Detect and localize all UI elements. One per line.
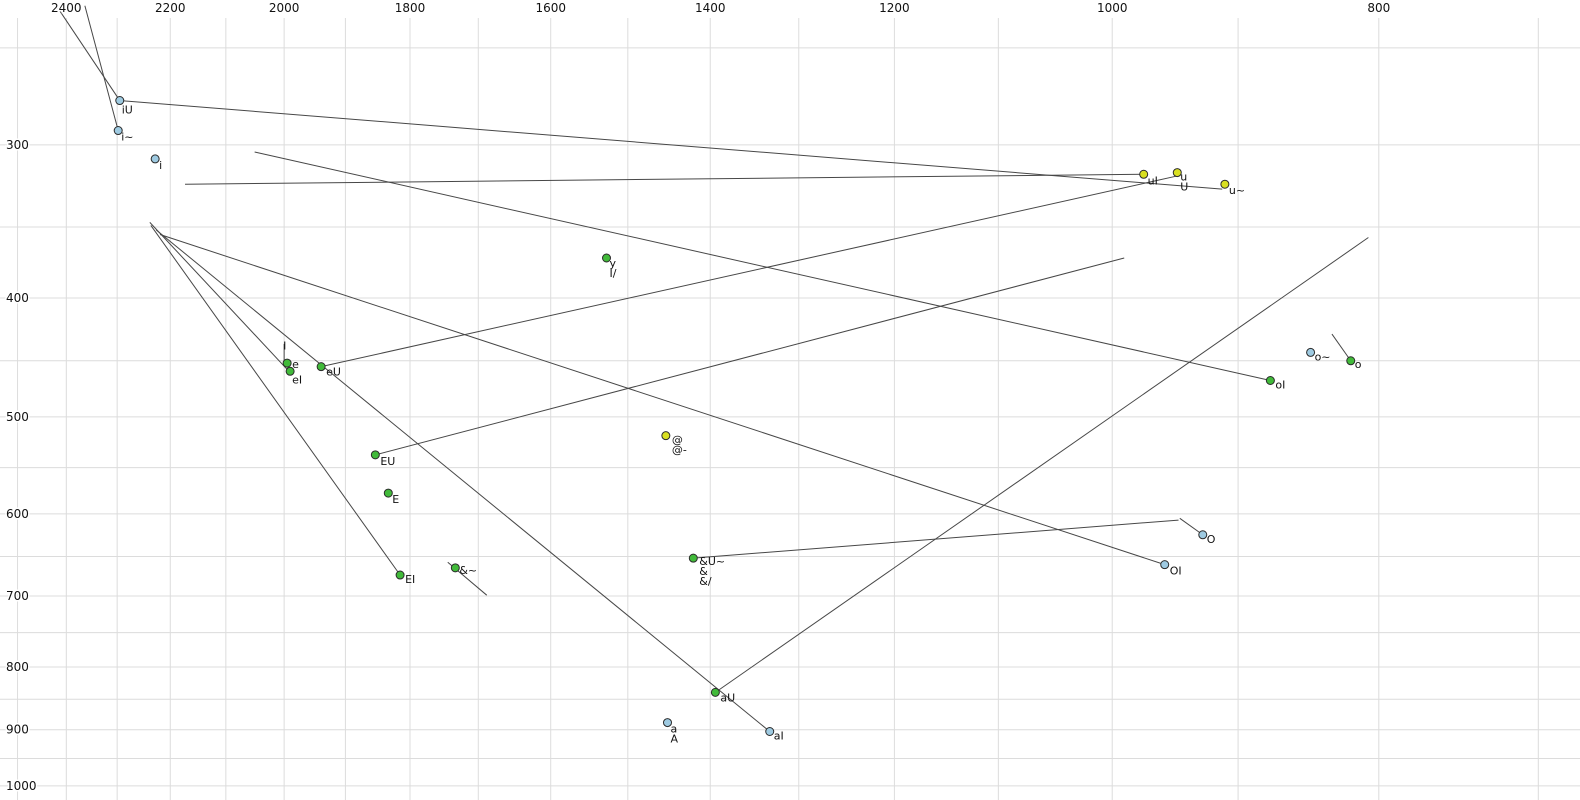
vowel-point-label: EU (380, 455, 395, 468)
trajectory-lines (55, 5, 1369, 732)
y-axis-tick-label: 900 (6, 723, 29, 737)
vowel-point-dot (282, 358, 292, 368)
x-axis-tick-label: 1800 (395, 1, 426, 15)
vowel-point-dot (115, 96, 125, 106)
vowel-point-dot (710, 687, 720, 697)
vowel-point-dot (150, 154, 160, 164)
vowel-point-dot (1265, 375, 1275, 385)
vowel-point-dot (1160, 560, 1170, 570)
diphthong-trajectory-line (84, 5, 119, 131)
vowel-point-label: uI (1148, 174, 1158, 187)
vowel-point-label: a (670, 723, 677, 736)
grid-lines (0, 18, 1580, 800)
vowel-point-label: y (610, 257, 617, 270)
vowel-point-label: @ (672, 434, 683, 447)
vowel-point-dot (383, 488, 393, 498)
vowel-point-label: &U~ (699, 555, 725, 568)
vowel-point-label: e (292, 358, 299, 371)
diphthong-trajectory-line (254, 151, 1271, 381)
vowel-point-dot (1306, 347, 1316, 357)
x-axis-tick-label: 1000 (1097, 1, 1128, 15)
x-axis-tick-label: 800 (1367, 1, 1390, 15)
diphthong-trajectory-line (149, 222, 290, 372)
vowel-point-label: EI (405, 573, 415, 586)
vowel-point-dot (1172, 168, 1182, 178)
diphthong-trajectory-line (1179, 517, 1204, 536)
axis-tick-labels: 2400 2200 2000 1800 1600 1400 1200 1000 800 300 40… (5, 0, 1392, 794)
vowel-point-label: eI (292, 373, 302, 386)
vowel-point-label: i~ (121, 131, 133, 144)
vowel-point-dot (1198, 530, 1208, 540)
vowel-point-label: i (159, 159, 162, 172)
vowel-point-dot (316, 362, 326, 372)
y-axis-tick-label: 800 (6, 660, 29, 674)
x-axis-tick-label: 1400 (695, 1, 726, 15)
vowel-point-dot (662, 718, 672, 728)
diphthong-trajectory-line (1331, 333, 1352, 362)
vowel-point-dot (285, 366, 295, 376)
y-axis-tick-label: 500 (6, 410, 29, 424)
vowel-point-label: u~ (1229, 184, 1245, 197)
diphthong-trajectory-line (715, 237, 1369, 693)
x-axis-tick-label: 2000 (269, 1, 300, 15)
diphthong-trajectory-line (159, 234, 1165, 566)
vowel-point-dot (450, 563, 460, 573)
vowel-point-label: aI (774, 730, 784, 743)
vowel-points: iU i~ i uI uU u~ yI/Ie eI eU o~ o oI @@- EU E O&U~&&/ &~… (113, 96, 1362, 746)
diphthong-trajectory-line (693, 519, 1179, 559)
x-axis-tick-label: 2400 (51, 1, 82, 15)
vowel-point-dot (370, 450, 380, 460)
vowel-point-dot (113, 126, 123, 136)
vowel-point-label: E (392, 493, 399, 506)
x-axis-tick-label: 1600 (535, 1, 566, 15)
vowel-point-dot (1139, 169, 1149, 179)
vowel-point-label: & (699, 565, 708, 578)
y-axis-tick-label: 300 (6, 138, 29, 152)
vowel-point-dot (661, 431, 671, 441)
diphthong-trajectory-line (119, 100, 1223, 190)
x-axis-tick-label: 2200 (155, 1, 186, 15)
vowel-point-label: U (1180, 181, 1188, 194)
vowel-point-label: u (1180, 171, 1187, 184)
vowel-point-label: A (670, 733, 678, 746)
diphthong-trajectory-line (150, 225, 401, 576)
vowel-point-label: o~ (1315, 350, 1331, 363)
vowel-point-label: OI (1170, 565, 1182, 578)
vowel-point-dot (395, 570, 405, 580)
vowel-point-label: @- (672, 444, 687, 457)
vowel-point-dot (602, 253, 612, 263)
vowel-point-label: oI (1275, 378, 1285, 391)
vowel-point-dot (1220, 179, 1230, 189)
vowel-point-label: O (1207, 533, 1216, 546)
vowel-point-label: I/ (610, 267, 617, 280)
y-axis-tick-label: 400 (6, 291, 29, 305)
diphthong-trajectory-line (185, 173, 1144, 185)
vowel-point-label: I (283, 339, 286, 352)
diphthong-trajectory-line (55, 5, 121, 101)
diphthong-trajectory-line (375, 257, 1125, 456)
vowel-point-dot (765, 727, 775, 737)
diphthong-trajectory-line (155, 229, 771, 732)
vowel-point-label: aU (720, 691, 735, 704)
vowel-point-label: &/ (699, 575, 712, 588)
y-axis-tick-label: 1000 (6, 779, 37, 793)
vowel-point-label: &~ (459, 564, 477, 577)
vowel-point-label: eU (326, 366, 341, 379)
vowel-point-dot (1346, 356, 1356, 366)
x-axis-tick-label: 1200 (879, 1, 910, 15)
vowel-point-dot (688, 553, 698, 563)
y-axis-tick-label: 700 (6, 589, 29, 603)
diphthong-trajectory-line (321, 175, 1178, 368)
y-axis-tick-label: 600 (6, 507, 29, 521)
vowel-point-label: o (1355, 358, 1362, 371)
vowel-point-label: iU (122, 104, 133, 117)
